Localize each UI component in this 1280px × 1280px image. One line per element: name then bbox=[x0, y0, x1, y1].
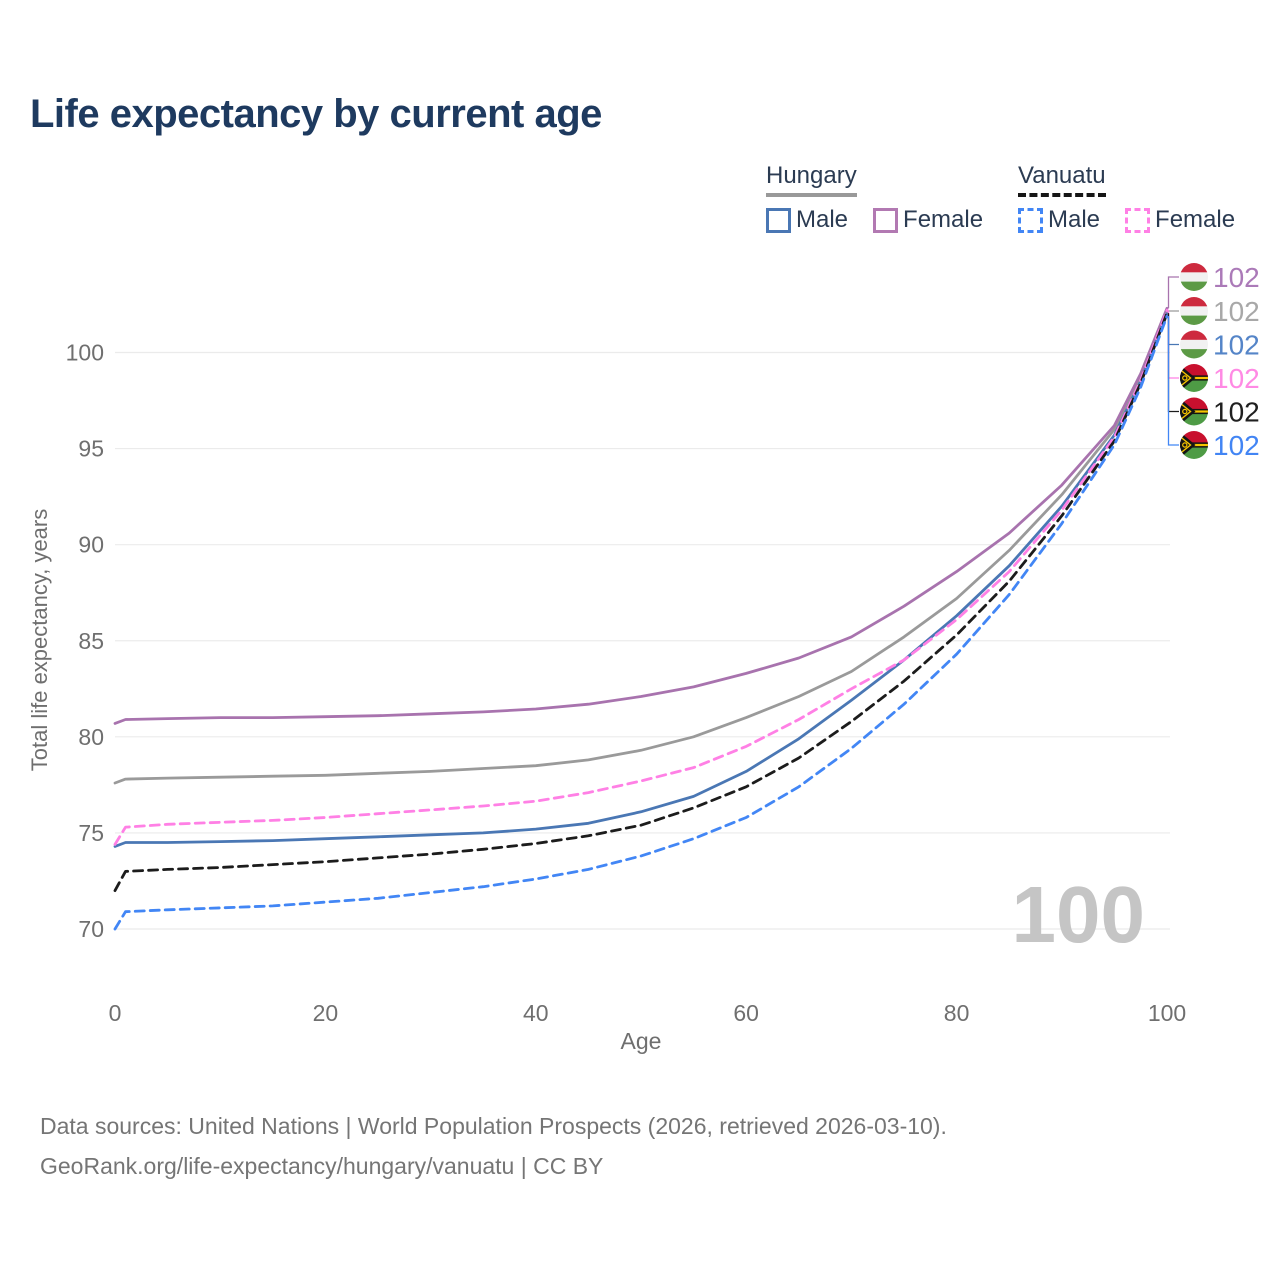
end-value-label-hungary-male: 102 bbox=[1213, 330, 1260, 361]
vanuatu-female-swatch bbox=[1125, 207, 1151, 233]
series-line-vanuatu-total bbox=[113, 311, 1169, 892]
y-tick-85: 85 bbox=[78, 628, 104, 654]
end-label-connector-vanuatu-total bbox=[1167, 313, 1179, 413]
vanuatu-flag-icon bbox=[1180, 397, 1208, 426]
legend-title-hungary[interactable]: Hungary bbox=[766, 162, 857, 197]
legend-item-vanuatu-male[interactable]: Male bbox=[1018, 206, 1100, 234]
y-tick-100: 100 bbox=[66, 340, 104, 366]
x-tick-100: 100 bbox=[1148, 1000, 1186, 1026]
x-tick-0: 0 bbox=[109, 1000, 122, 1026]
x-axis-label: Age bbox=[621, 1028, 662, 1054]
x-tick-20: 20 bbox=[313, 1000, 339, 1026]
legend-title-vanuatu[interactable]: Vanuatu bbox=[1018, 162, 1106, 197]
legend-label-hungary-male: Male bbox=[796, 206, 849, 233]
hungary-flag-icon bbox=[1180, 263, 1208, 291]
age-counter-watermark: 100 bbox=[1012, 870, 1145, 959]
vanuatu-flag-icon bbox=[1180, 364, 1208, 392]
end-label-connector-vanuatu-male bbox=[1167, 316, 1179, 446]
legend: Hungary Male Female Vanuatu Male Female bbox=[0, 162, 1280, 242]
end-value-label-vanuatu-male: 102 bbox=[1213, 430, 1260, 461]
hungary-female-swatch bbox=[873, 207, 899, 233]
hungary-flag-icon bbox=[1180, 330, 1208, 359]
series-line-hungary-male bbox=[113, 312, 1169, 848]
page-title: Life expectancy by current age bbox=[30, 92, 602, 136]
data-sources-footer: Data sources: United Nations | World Pop… bbox=[40, 1106, 1220, 1186]
y-tick-95: 95 bbox=[78, 436, 104, 462]
vanuatu-flag-icon bbox=[1180, 431, 1208, 459]
x-tick-80: 80 bbox=[944, 1000, 970, 1026]
footer-line-1: Data sources: United Nations | World Pop… bbox=[40, 1113, 947, 1139]
y-axis-label: Total life expectancy, years bbox=[27, 509, 52, 772]
series-line-vanuatu-male bbox=[113, 314, 1169, 931]
end-value-label-vanuatu-female: 102 bbox=[1213, 363, 1260, 394]
legend-group-hungary: Hungary Male Female bbox=[766, 162, 983, 234]
legend-label-vanuatu-male: Male bbox=[1048, 206, 1101, 233]
legend-group-vanuatu: Vanuatu Male Female bbox=[1018, 162, 1235, 234]
legend-item-hungary-female[interactable]: Female bbox=[873, 206, 983, 234]
end-value-label-hungary-total: 102 bbox=[1213, 296, 1260, 327]
end-label-connector-hungary-female bbox=[1167, 276, 1179, 309]
footer-line-2: GeoRank.org/life-expectancy/hungary/vanu… bbox=[40, 1153, 604, 1179]
y-tick-70: 70 bbox=[78, 916, 104, 942]
vanuatu-male-swatch bbox=[1018, 207, 1043, 233]
end-label-connector-hungary-male bbox=[1167, 314, 1179, 346]
legend-item-vanuatu-female[interactable]: Female bbox=[1125, 206, 1235, 234]
y-tick-80: 80 bbox=[78, 724, 104, 750]
x-tick-60: 60 bbox=[733, 1000, 759, 1026]
series-line-hungary-total bbox=[113, 309, 1169, 785]
end-value-label-hungary-female: 102 bbox=[1213, 262, 1260, 293]
legend-item-hungary-male[interactable]: Male bbox=[766, 206, 848, 234]
series-line-vanuatu-female bbox=[113, 308, 1169, 846]
legend-label-hungary-female: Female bbox=[903, 206, 984, 233]
legend-label-vanuatu-female: Female bbox=[1155, 206, 1236, 233]
hungary-male-swatch bbox=[766, 207, 791, 233]
x-tick-40: 40 bbox=[523, 1000, 549, 1026]
y-tick-75: 75 bbox=[78, 820, 104, 846]
series-line-hungary-female bbox=[113, 306, 1169, 725]
y-tick-90: 90 bbox=[78, 532, 104, 558]
end-value-label-vanuatu-total: 102 bbox=[1213, 397, 1260, 428]
hungary-flag-icon bbox=[1180, 297, 1208, 325]
